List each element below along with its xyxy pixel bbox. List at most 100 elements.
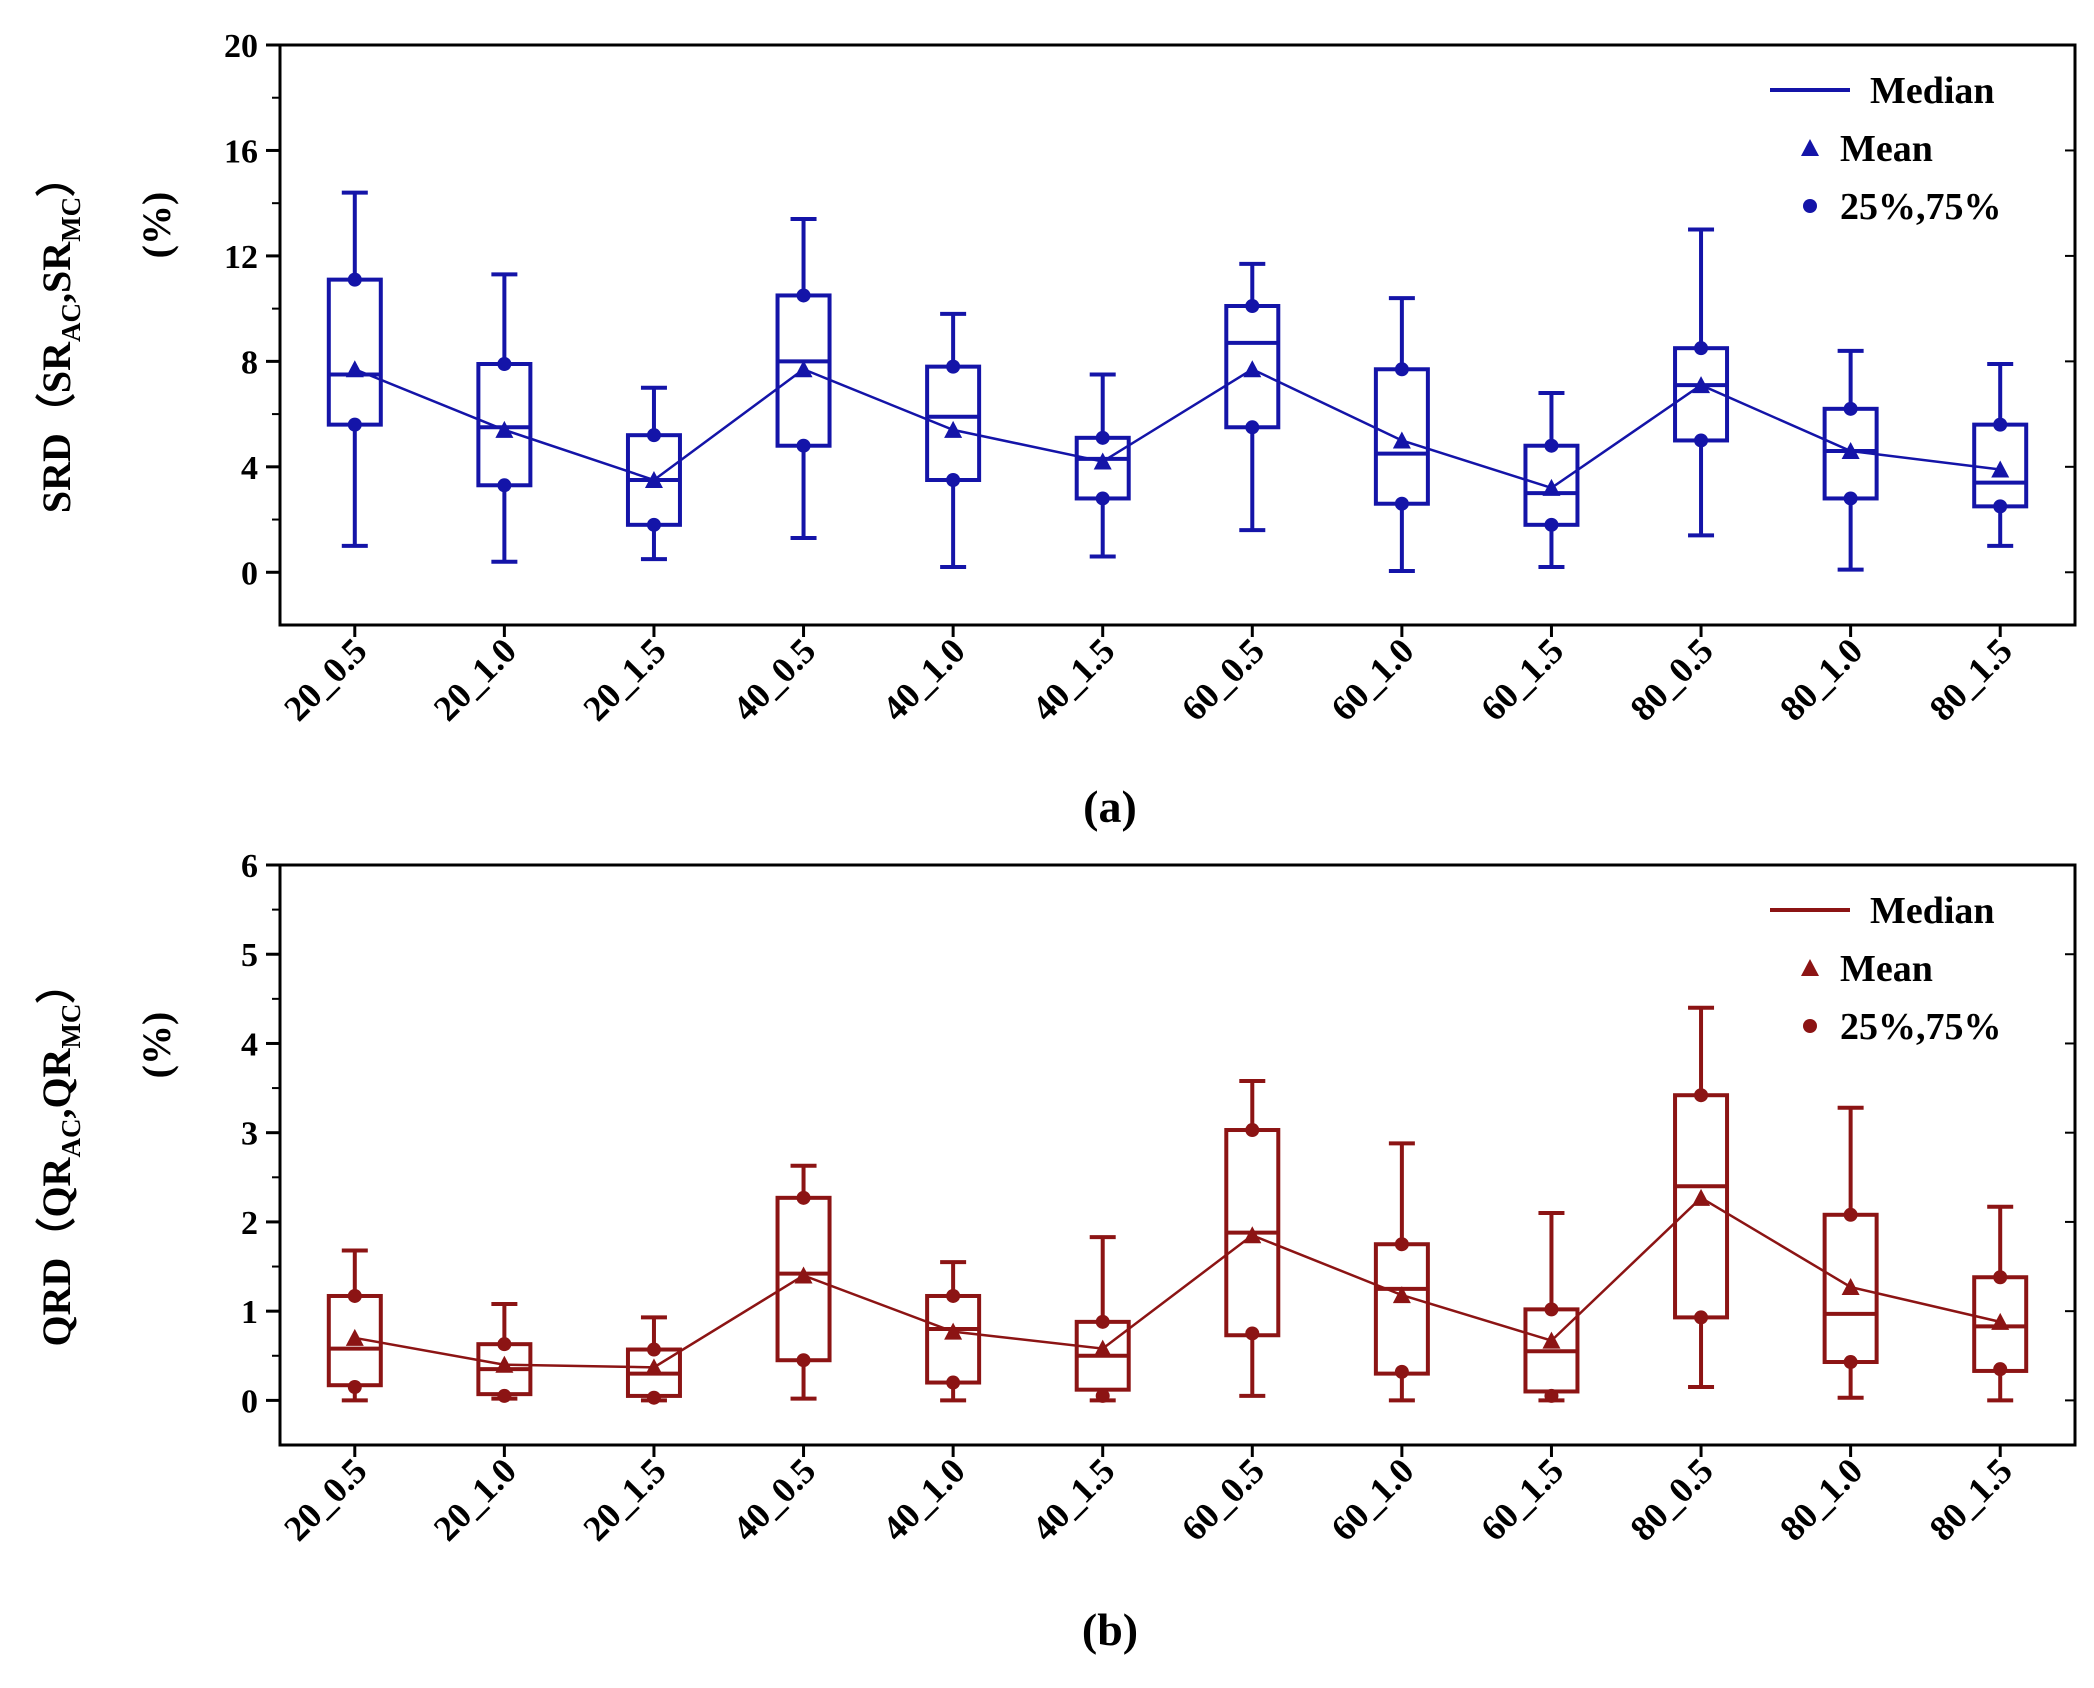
mean-marker [944, 420, 963, 438]
box-20_0.5 [326, 190, 383, 548]
p75-marker [1694, 1088, 1709, 1103]
mean-line [354, 367, 2001, 490]
x-tick-label: 40_1.5 [1024, 1450, 1122, 1548]
box-60_1.5 [1523, 391, 1580, 569]
p25-marker [1694, 433, 1709, 448]
y-tick-label: 8 [241, 344, 258, 381]
panel-b: 0 1 2 3 4 5 6 QRD（QRAC,QRMC） (%) 20_0.5 20_1.0 20_1… [34, 848, 2077, 1655]
mean-marker [495, 1355, 514, 1373]
p25-marker [497, 1388, 512, 1403]
y-axis-label: QRD（QRAC,QRMC） [34, 964, 86, 1347]
mean-marker [1243, 360, 1262, 378]
box-20_1.5 [625, 1315, 682, 1405]
p75-marker [347, 1288, 362, 1303]
p25-marker [1843, 1355, 1858, 1370]
mean-marker [345, 360, 364, 378]
y-axis-unit: (%) [134, 1012, 179, 1079]
x-tick-label: 40_1.5 [1024, 630, 1122, 728]
x-tick-label: 60_0.5 [1174, 630, 1272, 728]
p75-marker [1394, 1237, 1409, 1252]
box-60_0.5 [1224, 1078, 1281, 1398]
p25-marker [1095, 1388, 1110, 1403]
y-tick-label: 3 [241, 1116, 258, 1153]
mean-marker [794, 1266, 813, 1284]
box-40_1.0 [925, 1260, 982, 1403]
x-tick-label: 20_1.0 [426, 630, 524, 728]
mean-marker [1692, 1188, 1711, 1206]
mean-marker [1991, 460, 2010, 478]
x-tick-label: 60_1.5 [1473, 630, 1571, 728]
mean-marker [644, 471, 663, 488]
plot-frame [278, 863, 2077, 1447]
x-tick-label: 20_1.5 [575, 630, 673, 728]
box-40_0.5 [775, 217, 832, 540]
y-label-part: QRD（QR [34, 1156, 79, 1346]
mean-marker [1841, 442, 1860, 459]
legend-percentile-swatch [1803, 1019, 1817, 1033]
y-axis-unit: (%) [134, 192, 179, 259]
legend: Median Mean 25%,75% [1770, 70, 2002, 228]
x-tick-label: 80_1.5 [1922, 1450, 2020, 1548]
box-80_0.5 [1673, 1005, 1730, 1389]
y-label-subscript: AC [56, 1119, 86, 1158]
p75-marker [1694, 341, 1709, 356]
x-tick-label: 80_1.5 [1922, 630, 2020, 728]
legend-percentile-label: 25%,75% [1840, 1006, 2002, 1048]
p25-marker [1993, 1362, 2008, 1377]
box-80_1.0 [1822, 348, 1879, 572]
box-20_1.0 [476, 1302, 533, 1403]
mean-marker [794, 360, 813, 378]
p25-marker [1245, 420, 1260, 435]
y-label-part: ） [34, 964, 79, 1004]
box-60_1.0 [1373, 296, 1430, 573]
p25-marker [946, 1375, 961, 1390]
p75-marker [1245, 1123, 1260, 1138]
x-tick-label: 20_0.5 [276, 630, 374, 728]
x-tick-label: 40_1.0 [874, 630, 972, 728]
y-tick-label: 12 [224, 239, 258, 276]
iqr-box [326, 277, 383, 427]
p25-marker [796, 438, 811, 453]
p75-marker [1095, 1314, 1110, 1329]
y-tick-label: 16 [224, 133, 258, 170]
y-tick-label: 20 [224, 28, 258, 65]
y-tick-label: 6 [241, 848, 258, 885]
mean-marker [644, 1358, 663, 1376]
p25-marker [1544, 517, 1559, 532]
iqr-box [1673, 1093, 1730, 1320]
box-20_0.5 [326, 1248, 383, 1403]
mean-marker [1692, 376, 1711, 394]
mean-marker [1093, 452, 1112, 470]
p25-marker [347, 417, 362, 432]
x-tick-label: 40_0.5 [725, 1450, 823, 1548]
panel-label: (b) [1082, 1604, 1138, 1655]
mean-line [354, 1196, 2001, 1369]
box-80_1.0 [1822, 1105, 1879, 1400]
x-tick-label: 80_0.5 [1622, 630, 1720, 728]
box-60_1.0 [1373, 1141, 1430, 1403]
y-label-part: ） [34, 157, 79, 197]
box-40_1.0 [925, 311, 982, 569]
p75-marker [646, 428, 661, 443]
x-tick-label: 40_0.5 [725, 630, 823, 728]
mean-marker [1991, 1312, 2010, 1330]
mean-marker [1542, 478, 1561, 496]
x-tick-label: 60_1.5 [1473, 1450, 1571, 1548]
p75-marker [1095, 430, 1110, 445]
p75-marker [1843, 1207, 1858, 1222]
legend-percentile-label: 25%,75% [1840, 186, 2002, 228]
p25-marker [1394, 496, 1409, 511]
p75-marker [1544, 1302, 1559, 1317]
y-label-part: ,QR [34, 1047, 79, 1118]
y-tick-label: 2 [241, 1205, 258, 1242]
box-20_1.0 [476, 272, 533, 564]
legend-mean-swatch [1801, 959, 1819, 976]
p25-marker [1544, 1388, 1559, 1403]
panel-a: 0 4 8 12 16 20 SRD（SRAC,SRMC） (%) 20_0.5 20_1.0 20… [34, 28, 2077, 832]
p25-marker [1245, 1326, 1260, 1341]
p75-marker [1394, 362, 1409, 377]
mean-marker [1243, 1226, 1262, 1244]
p75-marker [1843, 401, 1858, 416]
iqr-box [1373, 1242, 1430, 1376]
